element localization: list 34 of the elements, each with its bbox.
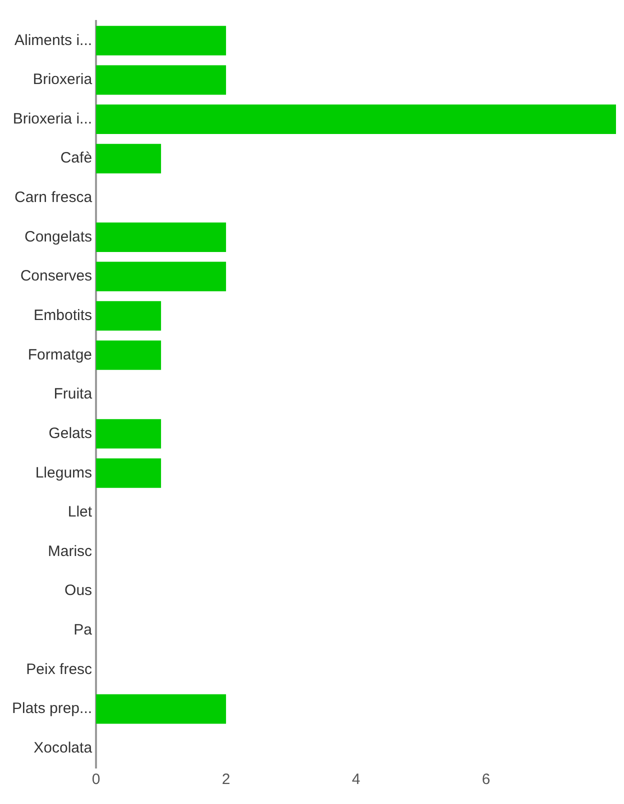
bar xyxy=(96,26,226,56)
bar xyxy=(96,104,616,134)
y-tick-label: Brioxeria xyxy=(32,71,93,88)
y-tick-label: Plats prep... xyxy=(12,700,92,718)
y-tick-label: Brioxeria i... xyxy=(12,110,92,128)
bar xyxy=(96,65,226,95)
y-tick-label: Carn fresca xyxy=(14,189,93,206)
y-tick-label: Llet xyxy=(68,504,93,521)
bar xyxy=(96,222,226,252)
bar xyxy=(96,340,162,370)
bar xyxy=(96,694,226,724)
y-tick-label: Aliments i... xyxy=(14,32,92,49)
y-tick-label: Gelats xyxy=(48,424,92,442)
bar xyxy=(96,301,162,331)
y-tick-label: Formatge xyxy=(28,346,92,364)
y-tick-label: Cafè xyxy=(60,150,92,167)
bar xyxy=(96,144,162,174)
bar xyxy=(96,262,226,292)
y-tick-label: Pa xyxy=(74,622,93,639)
x-tick-label: 2 xyxy=(222,771,230,788)
y-tick-label: Fruita xyxy=(54,386,93,403)
y-tick-label: Llegums xyxy=(35,464,92,482)
y-tick-label: Congelats xyxy=(24,228,92,246)
x-tick-label: 6 xyxy=(482,771,490,788)
y-tick-label: Marisc xyxy=(48,542,93,560)
y-tick-label: Conserves xyxy=(20,268,92,285)
bar xyxy=(96,419,162,449)
x-tick-label: 4 xyxy=(352,771,360,788)
y-tick-label: Peix fresc xyxy=(26,660,93,678)
x-tick-label: 0 xyxy=(92,771,100,788)
bar xyxy=(96,458,162,488)
y-tick-label: Xocolata xyxy=(34,739,93,756)
y-tick-label: Ous xyxy=(64,582,92,600)
y-tick-label: Embotits xyxy=(34,307,92,324)
